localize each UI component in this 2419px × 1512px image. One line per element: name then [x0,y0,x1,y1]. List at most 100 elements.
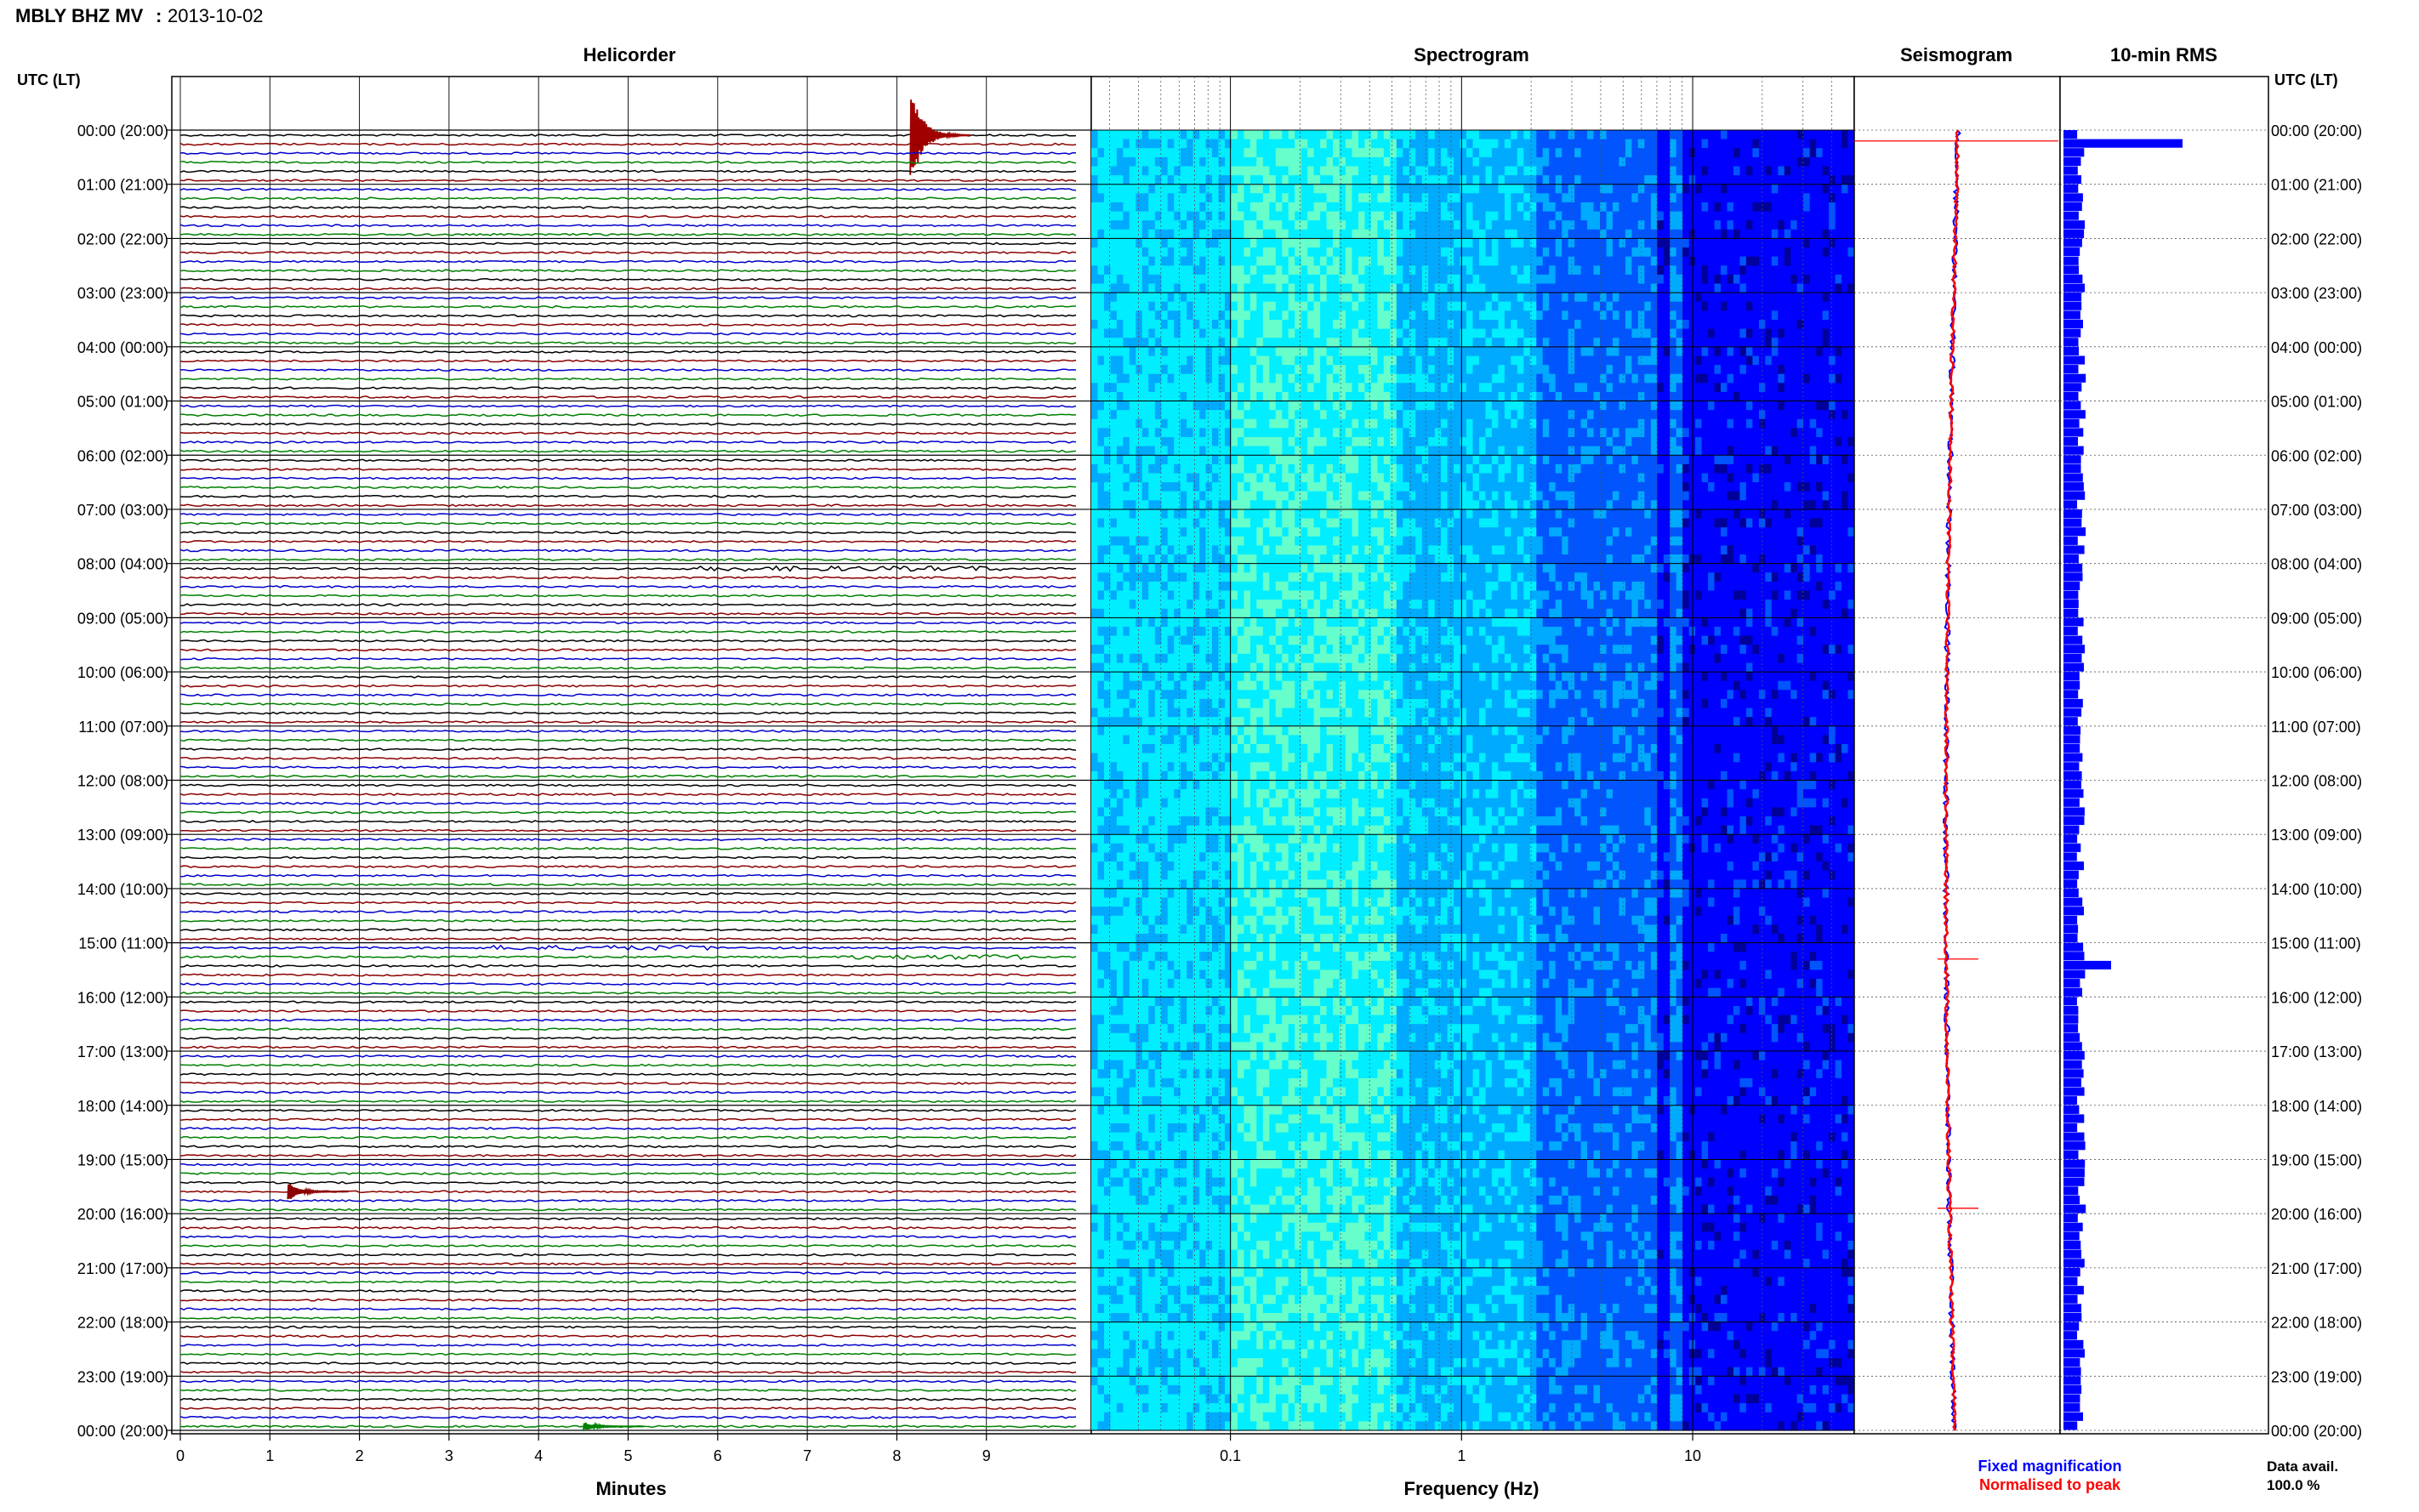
spectrogram-cell [1307,256,1315,266]
spectrogram-cell [1390,428,1397,438]
spectrogram-cell [1765,283,1773,293]
spectrogram-cell [1701,220,1709,230]
spectrogram-cell [1714,437,1722,447]
spectrogram-cell [1745,328,1753,338]
spectrogram-cell [1231,175,1238,185]
spectrogram-cell [1529,320,1537,330]
spectrogram-cell [1644,437,1652,447]
spectrogram-cell [1428,301,1436,311]
spectrogram-cell [1568,184,1575,194]
spectrogram-cell [1523,139,1531,149]
spectrogram-cell [1225,418,1232,429]
spectrogram-cell [1364,373,1372,384]
spectrogram-cell [1212,202,1220,213]
spectrogram-cell [1377,229,1385,239]
spectrogram-cell [1644,265,1652,276]
spectrogram-cell [1364,175,1372,185]
spectrogram-cell [1529,446,1537,456]
spectrogram-cell [1784,193,1791,203]
spectrogram-cell [1822,446,1830,456]
spectrogram-cell [1192,455,1200,465]
spectrogram-cell [1562,211,1569,221]
spectrogram-cell [1148,301,1156,311]
spectrogram-cell [1218,401,1226,411]
spectrogram-cell [1313,283,1321,293]
spectrogram-cell [1637,437,1645,447]
spectrogram-cell [1466,401,1474,411]
spectrogram-cell [1313,274,1321,285]
y-tick-label: 03:00 (23:00) [77,285,168,302]
spectrogram-cell [1650,293,1658,303]
spectrogram-cell [1835,148,1842,158]
spectrogram-cell [1320,256,1328,266]
spectrogram-cell [1466,446,1474,456]
spectrogram-cell [1244,238,1251,248]
spectrogram-cell [1555,355,1562,366]
spectrogram-cell [1708,455,1716,465]
spectrogram-cell [1536,301,1544,311]
spectrogram-cell [1123,355,1130,366]
spectrogram-cell [1523,446,1531,456]
spectrogram-cell [1370,391,1378,402]
spectrogram-cell [1352,265,1359,276]
spectrogram-cell [1116,310,1124,321]
spectrogram-cell [1129,383,1136,393]
spectrogram-cell [1123,446,1130,456]
spectrogram-cell [1606,391,1614,402]
spectrogram-cell [1511,175,1518,185]
spectrogram-cell [1129,310,1136,321]
spectrogram-cell [1383,473,1391,483]
spectrogram-cell [1542,410,1550,420]
spectrogram-cell [1612,428,1619,438]
spectrogram-cell [1752,156,1760,168]
spectrogram-cell [1421,418,1429,429]
spectrogram-cell [1141,373,1149,384]
spectrogram-cell [1141,229,1149,239]
spectrogram-cell [1447,274,1454,285]
spectrogram-cell [1244,473,1251,483]
spectrogram-cell [1790,373,1798,384]
spectrogram-cell [1434,410,1442,420]
spectrogram-cell [1352,365,1359,375]
spectrogram-cell [1784,139,1791,149]
spectrogram-cell [1682,175,1690,185]
spectrogram-cell [1593,220,1601,230]
helicorder-trace [179,1045,1077,1049]
spectrogram-cell [1192,391,1200,402]
spectrogram-cell [1141,338,1149,348]
spectrogram-cell [1187,446,1194,456]
spectrogram-cell [1721,184,1728,194]
spectrogram-cell [1187,293,1194,303]
spectrogram-cell [1593,410,1601,420]
spectrogram-cell [1829,265,1836,276]
spectrogram-cell [1682,283,1690,293]
spectrogram-cell [1529,310,1537,321]
spectrogram-cell [1657,383,1665,393]
spectrogram-cell [1695,410,1703,420]
spectrogram-cell [1396,202,1403,213]
spectrogram-cell [1835,202,1842,213]
spectrogram-cell [1745,355,1753,366]
spectrogram-cell [1663,328,1671,338]
spectrogram-cell [1403,283,1410,293]
spectrogram-cell [1447,355,1454,366]
spectrogram-cell [1249,410,1257,420]
spectrogram-cell [1339,202,1346,213]
spectrogram-cell [1237,437,1244,447]
spectrogram-cell [1313,293,1321,303]
spectrogram-cell [1428,238,1436,248]
spectrogram-cell [1517,148,1524,158]
spectrogram-cell [1218,184,1226,194]
spectrogram-cell [1307,338,1315,348]
spectrogram-cell [1796,301,1804,311]
spectrogram-cell [1549,229,1557,239]
spectrogram-cell [1809,238,1817,248]
spectrogram-cell [1542,202,1550,213]
spectrogram-cell [1205,130,1213,140]
spectrogram-cell [1301,391,1308,402]
spectrogram-cell [1447,346,1454,356]
spectrogram-cell [1803,166,1811,176]
spectrogram-cell [1352,148,1359,158]
spectrogram-cell [1619,446,1626,456]
spectrogram-cell [1110,265,1118,276]
